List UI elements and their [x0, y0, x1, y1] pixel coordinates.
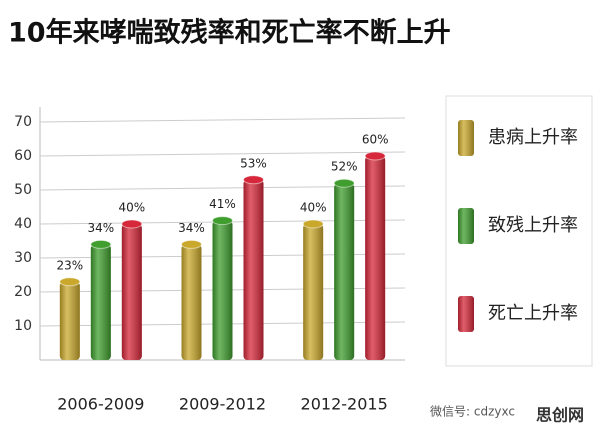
value-label: 53%: [240, 156, 267, 170]
y-tick-label: 60: [14, 148, 32, 164]
chart-title: 10年来哮喘致残率和死亡率不断上升: [8, 17, 451, 49]
bar-shade: [121, 224, 142, 360]
value-label: 23%: [56, 258, 83, 272]
bar-cap: [364, 151, 386, 161]
grid-line: [39, 117, 406, 123]
value-label: 34%: [178, 221, 205, 235]
bar-cap: [212, 216, 233, 226]
watermark: 微信号: cdzyxc: [430, 405, 515, 419]
bar-cap: [90, 239, 112, 249]
legend-label: 死亡上升率: [488, 303, 578, 324]
bar-shade: [334, 183, 355, 360]
bar-cap: [333, 178, 355, 188]
bar-cap: [181, 239, 202, 249]
bar-cap: [59, 277, 81, 287]
legend-swatch-shade: [458, 208, 474, 244]
bar-shade: [303, 224, 324, 360]
value-label: 41%: [209, 197, 236, 211]
bar-shade: [59, 281, 80, 360]
bar-shade: [243, 179, 264, 360]
value-label: 40%: [300, 201, 327, 215]
value-label: 60%: [362, 133, 389, 147]
y-tick-label: 10: [14, 318, 32, 334]
y-tick-label: 70: [14, 114, 32, 130]
x-tick-label: 2009-2012: [179, 395, 266, 414]
x-tick-label: 2012-2015: [301, 395, 388, 414]
bar-shade: [90, 244, 111, 360]
watermark-logo: 思创网: [536, 406, 584, 425]
legend-label: 致残上升率: [488, 215, 578, 236]
grid-line: [39, 151, 406, 157]
bar-cap: [302, 219, 324, 229]
legend-label: 患病上升率: [488, 127, 578, 148]
bar-cap: [243, 175, 264, 185]
value-label: 40%: [118, 201, 145, 215]
bar-cap: [121, 219, 143, 229]
bar-shade: [181, 244, 202, 360]
legend-swatch-shade: [458, 120, 474, 156]
bar-shade: [212, 220, 233, 360]
y-tick-label: 20: [14, 284, 32, 300]
y-tick-label: 40: [14, 216, 32, 232]
legend-box: [445, 95, 593, 367]
value-label: 52%: [331, 160, 358, 174]
legend-swatch-shade: [458, 296, 474, 332]
y-tick-label: 30: [14, 250, 32, 266]
bar-shade: [365, 156, 386, 360]
value-label: 34%: [87, 221, 114, 235]
y-tick-label: 50: [14, 182, 32, 198]
x-tick-label: 2006-2009: [57, 395, 144, 414]
